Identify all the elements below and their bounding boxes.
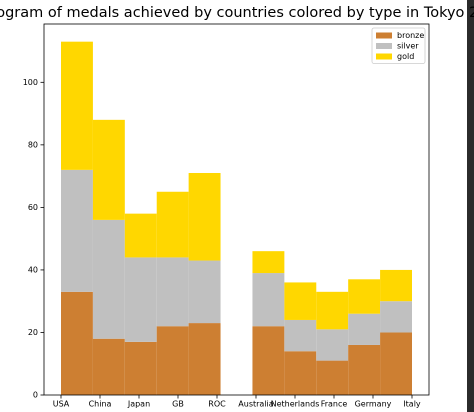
bar-segment xyxy=(61,291,93,395)
y-tick-label: 0 xyxy=(33,391,38,400)
x-tick-label: Italy xyxy=(403,400,421,409)
x-tick-label: Japan xyxy=(127,400,150,409)
bar-segment xyxy=(156,191,189,258)
bar-segment xyxy=(124,257,157,342)
bar-segment xyxy=(380,269,412,302)
bar-segment xyxy=(284,319,317,352)
x-tick-label: Netherlands xyxy=(271,400,320,409)
bar-segment xyxy=(124,213,157,258)
y-tick-label: 60 xyxy=(28,203,38,212)
bar-segment xyxy=(380,332,412,395)
bar-segment xyxy=(188,260,221,324)
x-tick-label: Germany xyxy=(355,400,392,409)
bar-segment xyxy=(252,251,285,274)
bar-segment xyxy=(348,313,381,345)
chart-title: Histogram of medals achieved by countrie… xyxy=(0,5,474,21)
bar-segment xyxy=(92,338,125,395)
bar-segment xyxy=(156,326,189,395)
y-tick-label: 80 xyxy=(28,140,38,149)
bar-segment xyxy=(316,360,349,395)
x-tick-label: China xyxy=(89,400,112,409)
bar-segment xyxy=(156,257,189,327)
bar-segment xyxy=(252,326,285,395)
bar-segment xyxy=(380,301,412,333)
bar-segment xyxy=(284,351,317,395)
legend-swatch xyxy=(376,32,392,39)
bar-segment xyxy=(188,172,221,261)
x-tick-label: GB xyxy=(172,400,184,409)
legend-label: gold xyxy=(397,52,414,61)
bar-segment xyxy=(61,169,93,292)
bar-segment xyxy=(252,273,285,327)
bar-segment xyxy=(316,291,349,330)
legend-label: silver xyxy=(397,42,419,51)
bar-segment xyxy=(316,329,349,361)
plot-area: 0 20 40 60 80 100 USA China Japan GB ROC AustraliaN… xyxy=(23,41,421,409)
bar-segment xyxy=(284,282,317,320)
x-tick-label: ROC xyxy=(208,400,226,409)
x-tick-label: Australia xyxy=(238,400,273,409)
bar-segment xyxy=(92,219,125,339)
bar-segment xyxy=(188,323,221,395)
y-tick-label: 40 xyxy=(28,265,38,274)
x-tick-label: France xyxy=(321,400,348,409)
window-edge xyxy=(467,0,474,412)
y-tick-label: 100 xyxy=(23,78,38,87)
bar-segment xyxy=(92,119,125,220)
bar-segment xyxy=(124,341,157,395)
y-tick-label: 20 xyxy=(28,328,38,337)
axes-frame xyxy=(43,23,430,396)
bar-segment xyxy=(348,344,381,395)
bar-segment xyxy=(348,279,381,314)
legend-label: bronze xyxy=(397,31,424,40)
legend-swatch xyxy=(376,53,392,60)
bar-segment xyxy=(61,41,93,170)
legend-swatch xyxy=(376,43,392,49)
x-tick-label: USA xyxy=(53,400,70,409)
